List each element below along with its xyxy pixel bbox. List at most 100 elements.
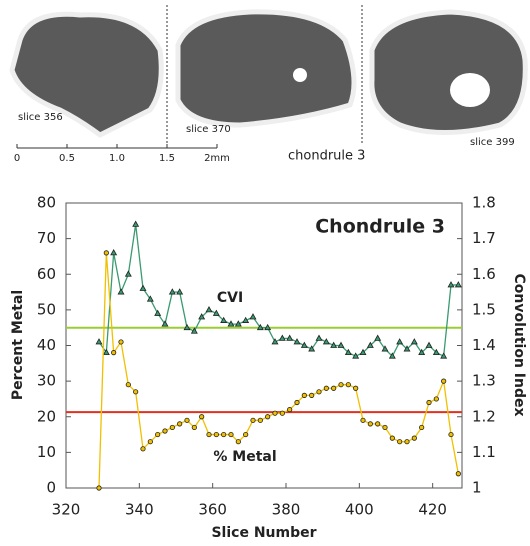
x-tick-label: 420 <box>418 501 447 519</box>
x-axis-title: Slice Number <box>211 525 316 541</box>
marker <box>271 338 279 345</box>
marker <box>213 431 219 438</box>
marker <box>125 382 131 388</box>
marker <box>243 431 249 438</box>
marker <box>301 392 307 398</box>
marker <box>220 316 228 323</box>
marker <box>432 348 440 356</box>
marker <box>359 348 367 356</box>
marker <box>250 417 256 423</box>
y2-tick-label: 1.4 <box>472 336 496 354</box>
marker <box>169 424 175 431</box>
marker <box>102 348 110 356</box>
marker <box>404 439 410 445</box>
marker <box>388 352 396 359</box>
marker <box>199 414 205 420</box>
marker <box>294 399 300 406</box>
y-tick-label: 40 <box>37 336 56 354</box>
x-tick-label: 360 <box>198 501 227 519</box>
marker <box>117 288 125 295</box>
marker <box>110 249 118 256</box>
marker <box>337 341 345 348</box>
y2-tick-label: 1.1 <box>472 443 496 461</box>
marker <box>133 389 139 395</box>
y2-tick-label: 1.6 <box>472 265 496 283</box>
marker <box>183 323 191 331</box>
marker <box>140 446 146 452</box>
y-tick-label: 20 <box>37 407 56 425</box>
marker <box>425 341 433 348</box>
scale-label: 1.0 <box>109 153 125 164</box>
marker <box>146 295 154 302</box>
marker <box>440 352 448 359</box>
y2-axis-title: Convolution Index <box>511 273 527 416</box>
marker <box>257 417 263 423</box>
y-tick-label: 10 <box>37 443 56 461</box>
marker <box>139 284 147 291</box>
y2-tick-label: 1.5 <box>472 300 496 318</box>
marker <box>249 313 257 320</box>
marker <box>147 439 153 445</box>
marker <box>155 431 161 438</box>
marker <box>455 471 461 477</box>
series-line <box>98 252 459 489</box>
marker <box>418 348 426 356</box>
marker <box>316 389 322 395</box>
marker <box>441 378 447 384</box>
y2-tick-label: 1.2 <box>472 407 496 425</box>
y2-tick-label: 1 <box>472 479 482 497</box>
marker <box>162 428 168 434</box>
scale-label: 0 <box>14 153 20 164</box>
marker <box>322 338 330 345</box>
marker <box>433 396 439 402</box>
chart-title: Chondrule 3 <box>315 216 445 238</box>
series-line <box>98 224 459 358</box>
marker <box>228 431 234 438</box>
marker <box>234 320 242 327</box>
marker <box>154 309 162 316</box>
marker <box>118 339 124 345</box>
marker <box>419 424 425 431</box>
marker <box>403 345 411 352</box>
marker <box>344 348 352 356</box>
marker <box>300 341 308 348</box>
x-tick-label: 320 <box>52 501 81 519</box>
marker <box>366 341 374 348</box>
marker <box>190 327 198 334</box>
y-tick-label: 30 <box>37 372 56 390</box>
metal-blob <box>450 73 490 107</box>
marker <box>272 410 278 416</box>
slice-label: slice 356 <box>18 112 63 123</box>
marker <box>95 338 103 345</box>
marker <box>124 270 132 277</box>
y-tick-label: 60 <box>37 265 56 283</box>
marker <box>96 485 102 491</box>
scale-label: 0.5 <box>59 153 75 164</box>
y2-tick-label: 1.8 <box>472 194 496 212</box>
marker <box>235 439 241 445</box>
y-tick-label: 70 <box>37 229 56 247</box>
marker <box>375 421 381 427</box>
marker <box>264 323 272 331</box>
marker <box>205 306 213 313</box>
marker <box>287 407 293 413</box>
scale-label: 1.5 <box>159 153 175 164</box>
series-label: % Metal <box>213 449 276 465</box>
slice-label: slice 370 <box>186 124 231 135</box>
marker <box>338 382 344 388</box>
marker <box>345 382 351 388</box>
metal-blob <box>293 68 307 82</box>
marker <box>184 417 190 423</box>
marker <box>221 431 227 438</box>
marker <box>410 338 418 345</box>
y2-tick-label: 1.3 <box>472 372 496 390</box>
marker <box>330 341 338 348</box>
marker <box>374 334 382 341</box>
marker <box>396 338 404 345</box>
micrographs: slice 356 slice 370 slice 399 chondrule … <box>8 2 528 164</box>
marker <box>389 435 395 441</box>
y-axis-title: Percent Metal <box>10 290 26 400</box>
marker <box>227 320 235 327</box>
x-tick-label: 400 <box>345 501 374 519</box>
